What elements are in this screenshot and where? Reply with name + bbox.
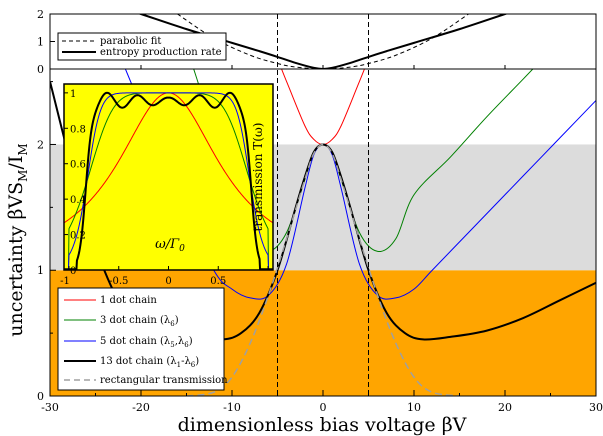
- y-tick-top-label-2: 2: [37, 8, 44, 21]
- main-series-line-4: [186, 143, 460, 396]
- inset-x-axis-title-main: ω/Γ: [155, 237, 180, 252]
- inset-y-tick-label-5: 1: [70, 89, 76, 100]
- legend-label-3dot: 3 dot chain (λ6): [100, 315, 179, 328]
- y-tick-top-label-0: 0: [37, 63, 44, 76]
- inset-curves: [64, 91, 273, 270]
- inset-y-tick-label-1: 0.2: [70, 231, 86, 242]
- inset-x-tick-label-1: -0.5: [109, 276, 128, 287]
- inset-x-tick-label-2: 0: [165, 276, 171, 287]
- inset-series-line-2: [64, 92, 273, 270]
- x-tick-label-0: -30: [41, 401, 59, 414]
- x-tick-label-6: 30: [589, 401, 603, 414]
- y-tick-main-label-0: 0: [37, 390, 44, 403]
- top-panel-curves: [137, 14, 509, 69]
- inset-x-tick-label-3: 0.5: [210, 276, 226, 287]
- legend-label-1dot: 1 dot chain: [100, 295, 157, 306]
- legend-top-label-entropy: entropy production rate: [100, 47, 222, 58]
- x-tick-label-3: 0: [320, 401, 327, 414]
- inset-x-axis-title-sub: 0: [179, 244, 185, 254]
- x-tick-label-4: 10: [407, 401, 421, 414]
- y-tick-top-label-1: 1: [37, 36, 44, 49]
- legend-label-rect: rectangular transmission: [100, 375, 228, 386]
- x-tick-label-5: 20: [498, 401, 512, 414]
- x-axis-title: dimensionless bias voltage βV: [178, 414, 467, 436]
- inset-y-tick-label-0: 0: [70, 266, 76, 277]
- inset-series-line-3: [64, 91, 273, 270]
- inset-x-tick-label-0: -1: [60, 276, 70, 287]
- inset-y-axis-title: transmission T(ω): [251, 123, 265, 232]
- inset-x-axis-title: ω/Γ0: [155, 237, 185, 254]
- inset-y-tick-label-2: 0.4: [70, 195, 86, 206]
- top-series-line-1: [137, 14, 509, 69]
- inset-plot: -0.5 0 0.5-100.20.40.60.81ω/Γ0transmission…: [60, 83, 274, 287]
- legend-top-label-parabolic: parabolic fit: [100, 36, 161, 47]
- legend-main: 1 dot chain 3 dot chain (λ6) 5 dot chain…: [57, 287, 228, 391]
- y-axis-title: uncertainty βVSM/IM: [5, 143, 30, 336]
- legend-main-box: [57, 287, 225, 391]
- legend-label-13dot: 13 dot chain (λ1-λ6): [100, 356, 199, 369]
- main-series-line-0: [281, 69, 365, 145]
- top-series-line-0: [177, 14, 469, 69]
- y-tick-main-label-1: 1: [37, 264, 44, 277]
- x-tick-label-2: -10: [223, 401, 241, 414]
- legend-top-box: [57, 32, 227, 61]
- x-tick-label-1: -20: [132, 401, 150, 414]
- legend-label-5dot: 5 dot chain (λ5,λ6): [100, 336, 193, 349]
- inset-y-tick-label-4: 0.8: [70, 124, 86, 135]
- legend-top: parabolic fit entropy production rate: [57, 32, 227, 61]
- y-tick-main-label-2: 2: [37, 138, 44, 151]
- inset-y-tick-label-3: 0.6: [70, 160, 86, 171]
